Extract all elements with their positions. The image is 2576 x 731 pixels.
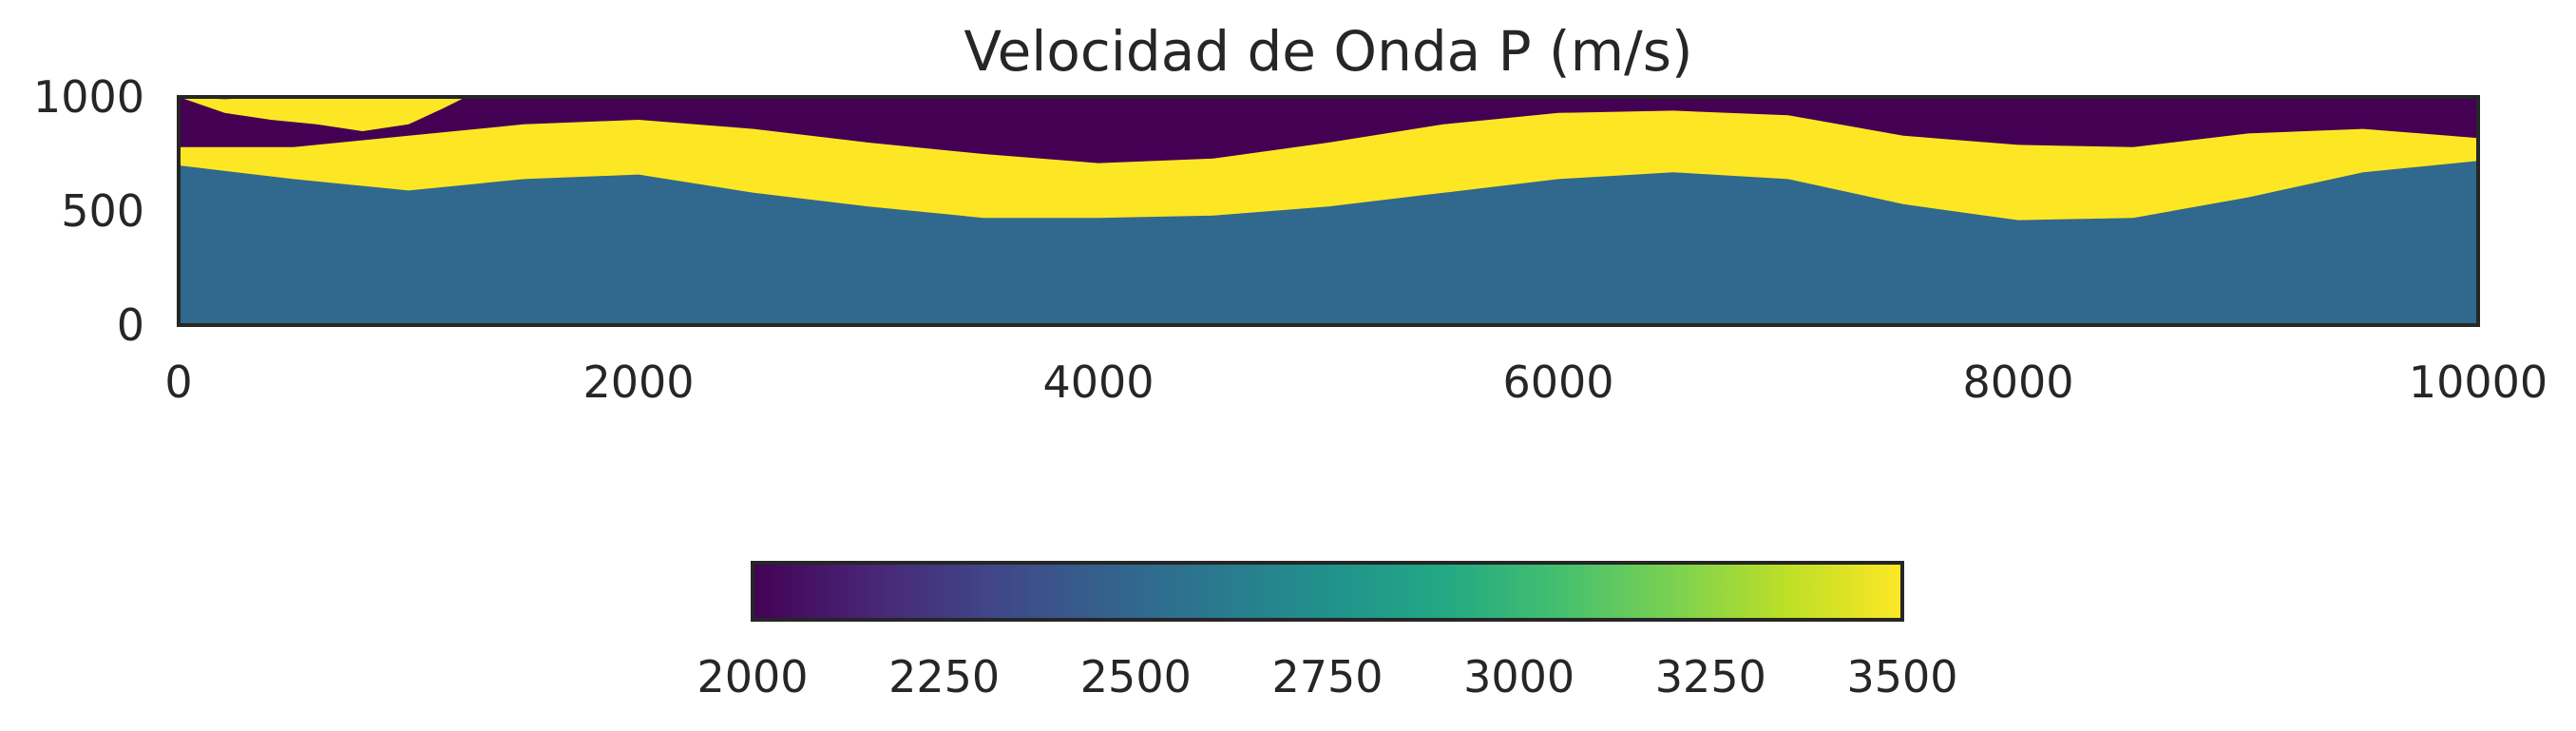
colorbar-tick-label: 2000 xyxy=(696,651,808,702)
colorbar-tick-label: 3500 xyxy=(1846,651,1957,702)
velocity-heatmap xyxy=(179,97,2478,325)
y-tick-label: 500 xyxy=(61,185,144,237)
plot-frame xyxy=(177,95,2480,327)
colorbar-frame xyxy=(751,561,1904,622)
colorbar-tick-label: 2250 xyxy=(888,651,1000,702)
x-tick-label: 0 xyxy=(164,356,192,408)
x-tick-label: 2000 xyxy=(582,356,694,408)
y-axis-ticks: 0 500 1000 xyxy=(33,71,144,351)
x-tick-label: 4000 xyxy=(1042,356,1154,408)
colorbar-tick-label: 2500 xyxy=(1080,651,1192,702)
layer-base-medium-velocity xyxy=(179,161,2478,325)
x-tick-label: 6000 xyxy=(1502,356,1613,408)
y-tick-label: 1000 xyxy=(33,71,144,123)
colorbar-tick-label: 2750 xyxy=(1271,651,1383,702)
colorbar-gradient xyxy=(753,563,1902,620)
colorbar-ticks: 2000 2250 2500 2750 3000 3250 3500 xyxy=(696,651,1957,702)
x-tick-label: 8000 xyxy=(1962,356,2073,408)
x-tick-label: 10000 xyxy=(2409,356,2547,408)
layer-high-velocity-lens xyxy=(179,97,467,131)
colorbar-tick-label: 3000 xyxy=(1463,651,1574,702)
y-tick-label: 0 xyxy=(117,299,144,351)
x-axis-ticks: 0 2000 4000 6000 8000 10000 xyxy=(164,356,2547,408)
colorbar-tick-label: 3250 xyxy=(1655,651,1766,702)
chart-title: Velocidad de Onda P (m/s) xyxy=(964,19,1692,84)
